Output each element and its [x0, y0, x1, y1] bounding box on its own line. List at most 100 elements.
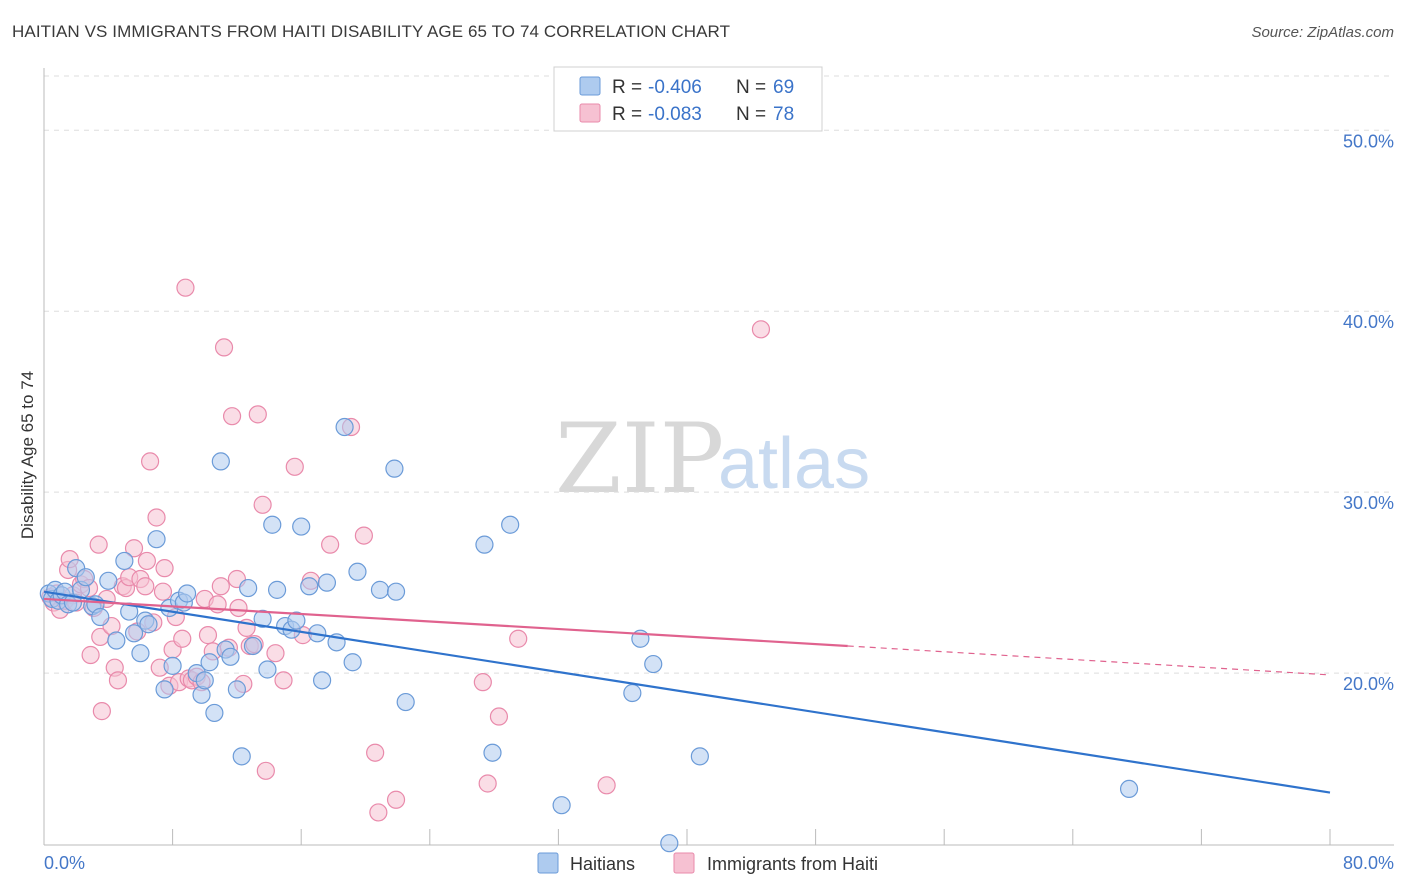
point-immigrants-from-haiti [256, 761, 275, 780]
point-haitians [115, 551, 134, 571]
trend-lines [43, 590, 1331, 794]
y-tick-labels: 20.0% 30.0% 40.0% 50.0% [1343, 131, 1394, 694]
point-haitians [386, 582, 406, 601]
point-haitians [131, 644, 150, 663]
legend-swatch-blue [579, 76, 601, 96]
point-haitians [483, 743, 502, 762]
x-tick-label-max: 80.0% [1343, 853, 1394, 873]
point-immigrants-from-haiti [354, 526, 373, 545]
x-tick-label-min: 0.0% [44, 853, 85, 873]
point-haitians [552, 796, 571, 815]
point-haitians [287, 611, 306, 630]
point-haitians [690, 747, 709, 766]
bottom-legend-label-immigrants: Immigrants from Haiti [707, 854, 878, 874]
point-immigrants-from-haiti [173, 629, 192, 648]
legend-n-value-2: 78 [773, 104, 794, 125]
legend-n-label-1: N = [736, 77, 766, 98]
point-haitians [243, 636, 263, 656]
point-haitians [501, 515, 520, 534]
bottom-legend-label-haitians: Haitians [570, 854, 635, 874]
source-credit: Source: ZipAtlas.com [1251, 24, 1394, 41]
legend-swatch-pink [579, 103, 601, 123]
point-haitians [660, 834, 679, 853]
chart-title: HAITIAN VS IMMIGRANTS FROM HAITI DISABIL… [12, 22, 731, 41]
point-haitians [91, 607, 110, 627]
point-haitians [317, 573, 337, 592]
point-immigrants-from-haiti [597, 776, 616, 795]
y-axis-title: Disability Age 65 to 74 [18, 371, 37, 539]
point-haitians [147, 530, 166, 549]
point-immigrants-from-haiti [108, 671, 128, 690]
point-haitians [211, 452, 230, 471]
axes [43, 68, 1394, 846]
point-immigrants-from-haiti [489, 707, 509, 726]
point-haitians [239, 578, 258, 598]
point-immigrants-from-haiti [321, 535, 340, 554]
point-immigrants-from-haiti [176, 278, 195, 297]
legend-r-label-1: R = [612, 77, 642, 98]
series-immigrants-from-haiti [41, 278, 771, 822]
point-immigrants-from-haiti [509, 629, 528, 648]
point-immigrants-from-haiti [274, 671, 293, 690]
point-immigrants-from-haiti [89, 535, 108, 554]
watermark-atlas: atlas [718, 424, 870, 504]
point-immigrants-from-haiti [751, 320, 771, 339]
point-haitians [221, 647, 240, 666]
point-haitians [253, 609, 272, 628]
watermark-zip: ZIP [555, 403, 724, 515]
point-haitians [312, 671, 332, 690]
point-haitians [335, 417, 354, 437]
point-haitians [267, 580, 287, 599]
point-immigrants-from-haiti [473, 673, 492, 692]
y-tick-label: 20.0% [1343, 674, 1394, 694]
legend-r-value-1: -0.406 [648, 77, 702, 98]
point-immigrants-from-haiti [137, 551, 156, 571]
point-haitians [139, 615, 158, 634]
point-immigrants-from-haiti [266, 644, 285, 663]
point-haitians [195, 671, 214, 690]
y-tick-label: 50.0% [1343, 131, 1394, 151]
point-haitians [200, 653, 219, 672]
point-immigrants-from-haiti [140, 452, 160, 471]
point-haitians [232, 747, 251, 766]
point-immigrants-from-haiti [198, 626, 218, 645]
point-immigrants-from-haiti [147, 508, 166, 527]
bottom-legend-swatch-haitians [537, 852, 559, 874]
point-haitians [177, 584, 197, 603]
point-immigrants-from-haiti [478, 774, 497, 793]
point-haitians [258, 660, 277, 679]
point-immigrants-from-haiti [153, 582, 173, 601]
point-immigrants-from-haiti [81, 645, 100, 665]
point-haitians [205, 703, 224, 723]
point-immigrants-from-haiti [369, 803, 388, 822]
point-haitians [76, 568, 95, 587]
point-haitians [1119, 779, 1139, 799]
point-immigrants-from-haiti [229, 598, 248, 618]
point-immigrants-from-haiti [211, 577, 230, 596]
point-immigrants-from-haiti [253, 495, 272, 514]
point-haitians [300, 577, 319, 596]
bottom-legend: Haitians Immigrants from Haiti [537, 852, 878, 874]
point-immigrants-from-haiti [92, 702, 111, 721]
point-haitians [475, 535, 494, 554]
trend-line-haitians [43, 590, 1331, 794]
point-haitians [263, 515, 282, 534]
point-haitians [385, 459, 404, 478]
point-immigrants-from-haiti [136, 577, 155, 596]
point-haitians [107, 631, 126, 650]
point-haitians [343, 653, 362, 672]
point-haitians [348, 562, 367, 581]
point-haitians [155, 680, 174, 699]
legend-n-value-1: 69 [773, 77, 794, 98]
point-haitians [644, 654, 663, 674]
legend-r-label-2: R = [612, 104, 642, 125]
legend-r-value-2: -0.083 [648, 104, 702, 125]
point-haitians [292, 517, 311, 536]
legend-n-label-2: N = [736, 104, 766, 125]
point-immigrants-from-haiti [155, 559, 174, 578]
bottom-legend-swatch-immigrants [673, 852, 695, 874]
point-haitians [623, 683, 642, 703]
point-immigrants-from-haiti [214, 338, 234, 357]
point-haitians [99, 571, 118, 590]
